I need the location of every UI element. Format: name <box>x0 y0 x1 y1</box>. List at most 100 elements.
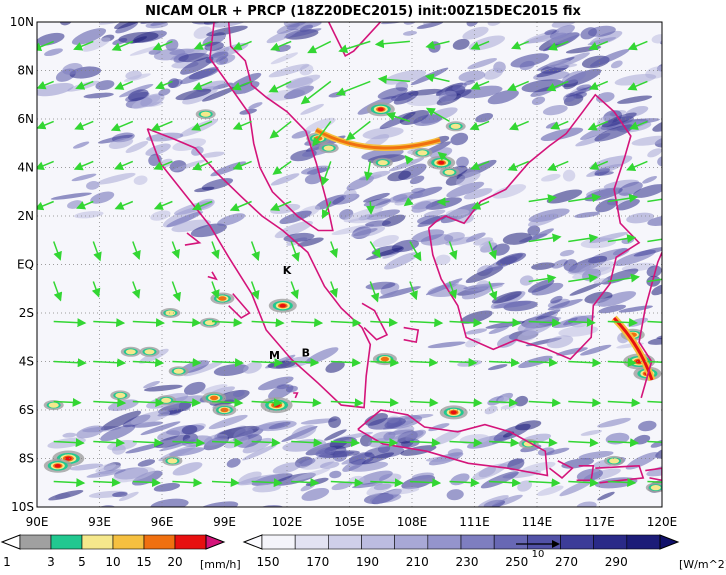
lat-tick-label: EQ <box>17 258 34 272</box>
olr-legend-label: 250 <box>505 555 528 569</box>
olr-cell <box>667 184 690 199</box>
precip-cell <box>451 124 461 129</box>
olr-cell <box>697 75 722 93</box>
lat-tick-label: 4N <box>17 161 34 175</box>
precip-legend-swatch <box>20 535 51 549</box>
olr-cell <box>687 125 707 138</box>
precip-legend-arrow-high <box>206 535 224 549</box>
precip-cell <box>201 112 211 117</box>
olr-cell <box>687 177 719 188</box>
lat-tick-label: 4S <box>19 355 34 369</box>
olr-legend-swatch <box>395 535 428 549</box>
figure-title: NICAM OLR + PRCP (18Z20DEC2015) init:00Z… <box>145 4 581 19</box>
precip-cell <box>55 464 61 468</box>
lat-tick-label: 2S <box>19 306 34 320</box>
olr-cell <box>685 216 700 226</box>
precip-legend-unit: [mm/h] <box>200 558 241 571</box>
precip-cell <box>324 146 334 151</box>
lat-tick-label: 6S <box>19 403 34 417</box>
olr-cell <box>678 115 701 125</box>
precip-cell <box>417 150 427 155</box>
lat-tick-label: 10N <box>10 15 34 29</box>
precip-legend-label: 10 <box>105 555 120 569</box>
precip-cell <box>651 485 661 490</box>
lon-tick-label: 114E <box>522 515 553 529</box>
precip-cell <box>174 369 184 374</box>
coastline <box>89 0 97 7</box>
precip-cell <box>378 160 388 165</box>
olr-cell <box>678 256 699 270</box>
precip-cell <box>451 411 457 415</box>
lat-tick-label: 8N <box>17 64 34 78</box>
lat-tick-label: 10S <box>11 500 34 514</box>
precip-cell <box>280 304 286 308</box>
olr-cell <box>696 99 714 113</box>
olr-cell <box>64 5 87 18</box>
precip-legend-swatch <box>51 535 82 549</box>
olr-cell <box>689 50 715 63</box>
lon-tick-label: 120E <box>647 515 678 529</box>
olr-cell <box>679 69 700 85</box>
olr-cell <box>242 508 275 523</box>
olr-legend-label: 190 <box>356 555 379 569</box>
olr-cell <box>661 29 678 37</box>
lon-tick-label: 90E <box>26 515 49 529</box>
precip-cell <box>145 349 155 354</box>
olr-legend-unit: [W/m^2] <box>679 558 726 571</box>
olr-legend-swatch <box>594 535 627 549</box>
olr-cell <box>713 139 726 147</box>
olr-cell <box>684 78 717 99</box>
precip-cell <box>161 398 171 403</box>
precip-legend-swatch <box>82 535 113 549</box>
precip-cell <box>126 349 136 354</box>
olr-legend-swatch <box>627 535 660 549</box>
olr-cell <box>43 5 59 20</box>
precip-legend-label: 20 <box>167 555 182 569</box>
olr-cell <box>630 11 648 23</box>
olr-cell <box>691 30 722 45</box>
olr-legend-swatch <box>328 535 361 549</box>
olr-cell <box>437 0 471 2</box>
olr-cell <box>80 9 95 19</box>
precip-cell <box>218 296 226 301</box>
olr-legend-label: 290 <box>605 555 628 569</box>
precip-cell <box>115 393 125 398</box>
olr-cell <box>669 204 686 217</box>
olr-legend-swatch <box>428 535 461 549</box>
lon-tick-label: 96E <box>151 515 174 529</box>
olr-cell <box>2 515 21 527</box>
olr-cell <box>299 510 328 521</box>
lon-tick-label: 108E <box>397 515 428 529</box>
olr-cell <box>651 10 668 23</box>
precip-cell <box>378 108 384 112</box>
olr-cell <box>671 96 706 115</box>
precip-cell <box>609 458 619 463</box>
wind-arrow <box>438 202 449 203</box>
precip-cell <box>438 161 444 165</box>
precip-legend-label: 1 <box>3 555 11 569</box>
olr-legend-arrow-low <box>244 535 262 549</box>
olr-cell <box>679 147 694 156</box>
precip-legend-swatch <box>144 535 175 549</box>
olr-legend-swatch <box>362 535 395 549</box>
olr-legend-swatch <box>262 535 295 549</box>
lon-tick-label: 93E <box>88 515 111 529</box>
lon-tick-label: 117E <box>584 515 615 529</box>
olr-legend-label: 170 <box>306 555 329 569</box>
olr-cell <box>694 117 726 141</box>
olr-cell <box>545 0 582 2</box>
precip-cell <box>49 403 59 408</box>
precip-legend-label: 3 <box>47 555 55 569</box>
olr-cell <box>707 118 726 132</box>
olr-legend-label: 150 <box>257 555 280 569</box>
precip-legend-swatch <box>113 535 144 549</box>
olr-cell <box>658 25 702 48</box>
olr-cell <box>434 0 477 2</box>
precip-legend-arrow-low <box>2 535 20 549</box>
precip-cell <box>445 170 455 175</box>
